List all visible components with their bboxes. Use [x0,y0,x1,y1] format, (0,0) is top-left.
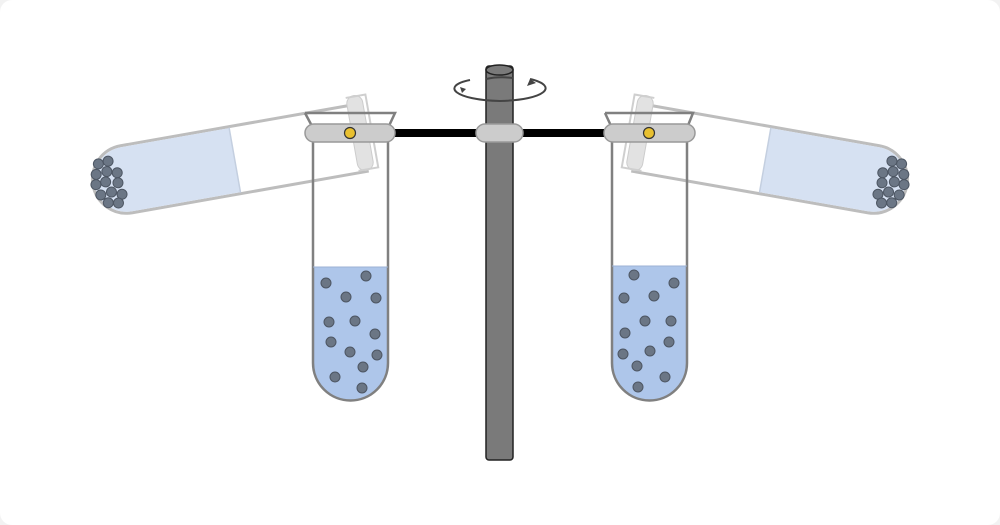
left-suspended-particles [320,270,383,394]
right-swung-sediment [872,155,910,209]
spindle [485,64,514,461]
left-tube-swung [90,93,380,215]
left-pivot-icon [343,126,357,140]
right-suspended-particles [617,269,680,393]
right-pivot-icon [642,126,656,140]
right-tube-swung [620,93,910,215]
left-swung-sediment [90,155,128,209]
rotation-arrow-icon [453,76,547,103]
left-tube-hanging [303,111,397,402]
right-tube-hanging [603,111,696,402]
rotor-arm [385,123,615,143]
